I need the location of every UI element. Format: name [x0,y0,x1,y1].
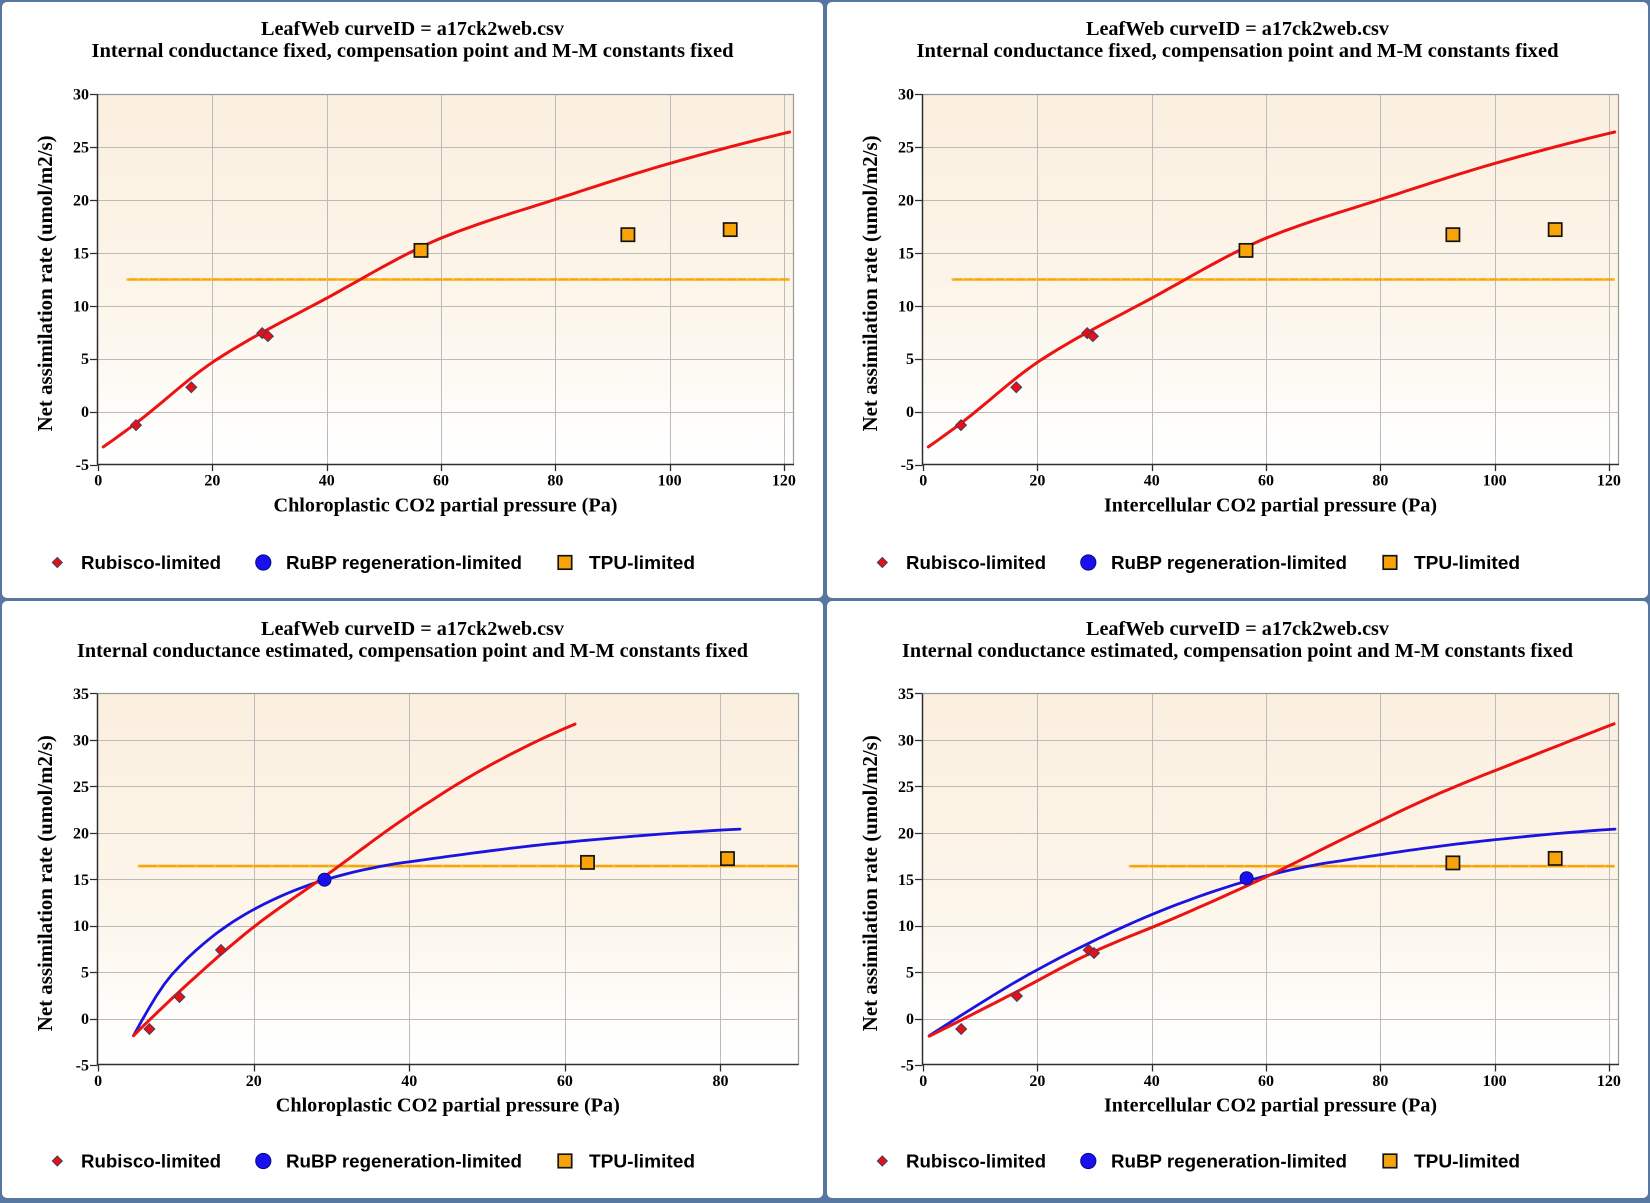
svg-text:120: 120 [772,473,796,490]
svg-text:Intercellular CO2 partial pres: Intercellular CO2 partial pressure (Pa) [1104,1095,1437,1117]
svg-text:LeafWeb curveID = a17ck2web.cs: LeafWeb curveID = a17ck2web.csv [1086,618,1389,640]
svg-text:Net assimilation rate (umol/m2: Net assimilation rate (umol/m2/s) [858,135,882,431]
svg-text:100: 100 [1483,1073,1507,1090]
svg-text:60: 60 [433,473,449,490]
svg-text:RuBP regeneration-limited: RuBP regeneration-limited [286,552,522,573]
svg-text:15: 15 [73,245,89,262]
svg-text:Internal conductance estimated: Internal conductance estimated, compensa… [902,640,1573,662]
svg-text:10: 10 [73,298,89,315]
svg-text:TPU-limited: TPU-limited [589,1151,695,1172]
svg-text:20: 20 [898,825,914,842]
svg-text:-5: -5 [901,457,914,474]
svg-text:20: 20 [1029,1073,1045,1090]
svg-text:LeafWeb curveID = a17ck2web.cs: LeafWeb curveID = a17ck2web.csv [1086,18,1389,40]
svg-text:TPU-limited: TPU-limited [1414,1151,1520,1172]
svg-text:80: 80 [1372,473,1388,490]
svg-text:0: 0 [94,1073,102,1090]
svg-text:0: 0 [906,404,914,421]
svg-text:10: 10 [898,298,914,315]
svg-text:20: 20 [204,473,220,490]
svg-text:Intercellular CO2 partial pres: Intercellular CO2 partial pressure (Pa) [1104,495,1437,517]
svg-text:30: 30 [73,87,89,104]
svg-text:TPU-limited: TPU-limited [1414,552,1520,573]
svg-text:25: 25 [898,779,914,796]
svg-text:Internal conductance fixed, co: Internal conductance fixed, compensation… [917,40,1559,62]
svg-text:60: 60 [1258,473,1274,490]
svg-text:30: 30 [898,732,914,749]
svg-text:20: 20 [1029,473,1045,490]
svg-text:40: 40 [319,473,335,490]
svg-text:80: 80 [1372,1073,1388,1090]
svg-text:0: 0 [919,473,927,490]
svg-text:0: 0 [81,1011,89,1028]
svg-text:20: 20 [73,193,89,210]
svg-text:Net assimilation rate (umol/m2: Net assimilation rate (umol/m2/s) [858,735,882,1031]
svg-text:5: 5 [81,965,89,982]
svg-text:25: 25 [73,140,89,157]
svg-text:10: 10 [73,918,89,935]
svg-text:0: 0 [94,473,102,490]
svg-text:RuBP regeneration-limited: RuBP regeneration-limited [1111,552,1347,573]
svg-text:40: 40 [1144,1073,1160,1090]
svg-text:5: 5 [906,965,914,982]
svg-text:Net assimilation rate (umol/m2: Net assimilation rate (umol/m2/s) [33,135,57,431]
svg-text:TPU-limited: TPU-limited [589,552,695,573]
svg-text:Chloroplastic CO2 partial pres: Chloroplastic CO2 partial pressure (Pa) [274,495,618,517]
svg-text:Internal conductance estimated: Internal conductance estimated, compensa… [77,640,748,662]
svg-text:60: 60 [557,1073,573,1090]
svg-text:20: 20 [246,1073,262,1090]
svg-text:-5: -5 [76,1058,89,1075]
svg-text:Rubisco-limited: Rubisco-limited [81,1151,221,1172]
svg-text:RuBP regeneration-limited: RuBP regeneration-limited [1111,1151,1347,1172]
svg-text:35: 35 [898,686,914,703]
svg-text:100: 100 [1483,473,1507,490]
svg-text:80: 80 [713,1073,729,1090]
svg-text:40: 40 [401,1073,417,1090]
svg-text:60: 60 [1258,1073,1274,1090]
svg-text:LeafWeb curveID = a17ck2web.cs: LeafWeb curveID = a17ck2web.csv [261,618,564,640]
svg-text:0: 0 [81,404,89,421]
svg-text:0: 0 [906,1011,914,1028]
svg-text:Chloroplastic CO2 partial pres: Chloroplastic CO2 partial pressure (Pa) [276,1095,620,1117]
svg-text:Rubisco-limited: Rubisco-limited [906,1151,1046,1172]
svg-text:Rubisco-limited: Rubisco-limited [81,552,221,573]
svg-text:15: 15 [898,245,914,262]
svg-text:RuBP regeneration-limited: RuBP regeneration-limited [286,1151,522,1172]
svg-text:5: 5 [906,351,914,368]
svg-text:-5: -5 [901,1058,914,1075]
svg-text:30: 30 [73,732,89,749]
svg-text:25: 25 [73,779,89,796]
svg-text:15: 15 [898,872,914,889]
svg-text:-5: -5 [76,457,89,474]
svg-text:120: 120 [1597,473,1621,490]
svg-text:20: 20 [73,825,89,842]
svg-text:Internal conductance fixed, co: Internal conductance fixed, compensation… [92,40,734,62]
svg-text:40: 40 [1144,473,1160,490]
svg-text:Rubisco-limited: Rubisco-limited [906,552,1046,573]
svg-text:5: 5 [81,351,89,368]
svg-text:80: 80 [547,473,563,490]
svg-text:30: 30 [898,87,914,104]
svg-text:15: 15 [73,872,89,889]
svg-text:Net assimilation rate (umol/m2: Net assimilation rate (umol/m2/s) [33,735,57,1031]
svg-text:100: 100 [658,473,682,490]
svg-text:20: 20 [898,193,914,210]
svg-text:LeafWeb curveID = a17ck2web.cs: LeafWeb curveID = a17ck2web.csv [261,18,564,40]
svg-text:35: 35 [73,686,89,703]
svg-text:120: 120 [1597,1073,1621,1090]
svg-text:0: 0 [919,1073,927,1090]
svg-text:25: 25 [898,140,914,157]
svg-text:10: 10 [898,918,914,935]
